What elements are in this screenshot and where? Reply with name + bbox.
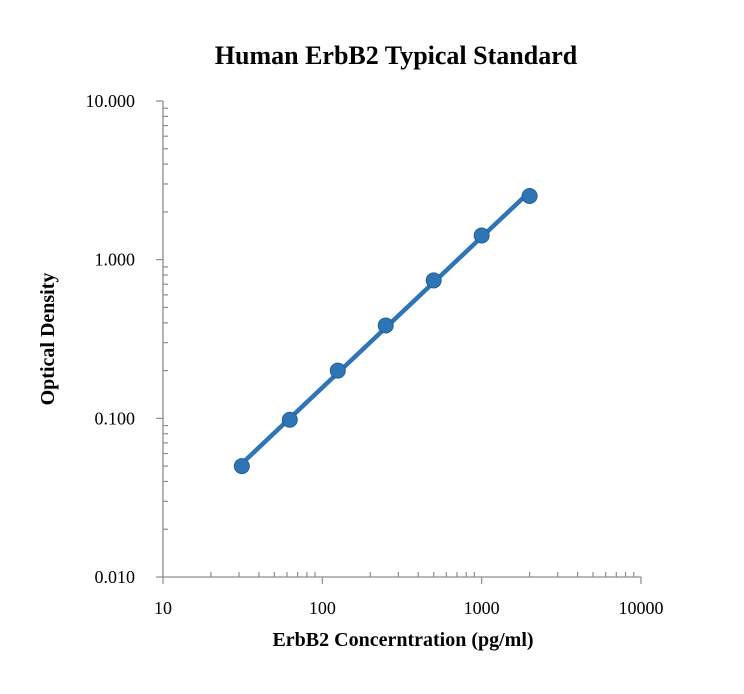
y-tick-label: 10.000 <box>86 91 136 111</box>
y-tick-label: 1.000 <box>95 250 136 270</box>
data-series <box>233 187 538 475</box>
chart-title: Human ErbB2 Typical Standard <box>215 41 578 70</box>
x-tick-label: 10000 <box>619 598 664 618</box>
x-tick-label: 10 <box>154 598 172 618</box>
y-axis-label: Optical Density <box>37 273 59 406</box>
data-point <box>377 317 394 334</box>
data-point <box>425 272 442 289</box>
x-tick-label: 1000 <box>464 598 500 618</box>
x-tick-labels: 10 100 1000 10000 <box>154 598 664 618</box>
y-tick-label: 0.010 <box>95 567 136 587</box>
y-tick-label: 0.100 <box>95 408 136 428</box>
x-axis-label: ErbB2 Concerntration (pg/ml) <box>272 629 533 651</box>
data-point <box>521 187 538 204</box>
x-tick-label: 100 <box>309 598 336 618</box>
data-point <box>281 411 298 428</box>
data-point <box>233 458 250 475</box>
axes <box>156 100 642 584</box>
data-point <box>329 362 346 379</box>
data-point <box>473 227 490 244</box>
y-tick-labels: 0.010 0.100 1.000 10.000 <box>86 91 136 587</box>
